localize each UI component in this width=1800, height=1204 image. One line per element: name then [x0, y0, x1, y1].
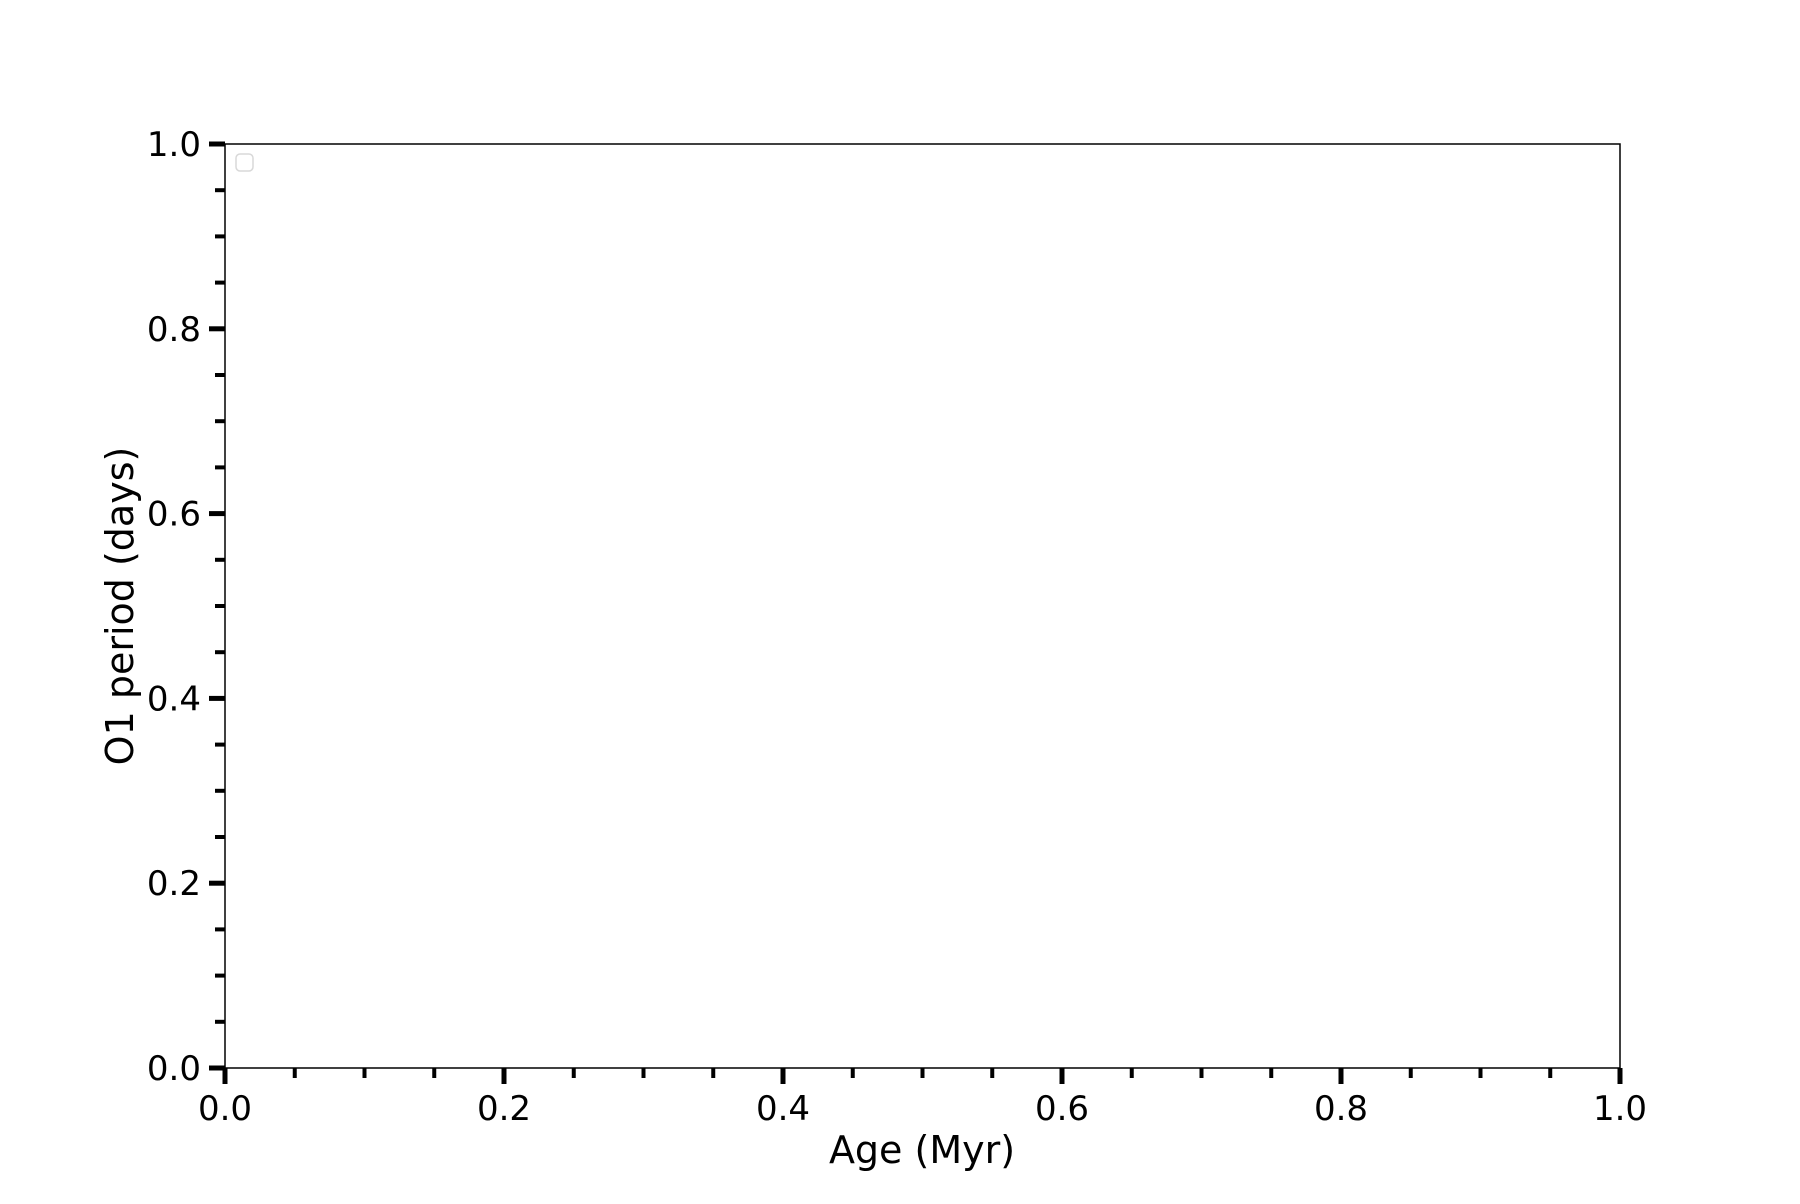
y-tick-label: 1.0 [147, 125, 201, 165]
x-tick-label: 0.2 [477, 1089, 531, 1129]
x-tick-label: 0.4 [756, 1089, 810, 1129]
legend-box [235, 153, 254, 172]
x-tick-label: 1.0 [1593, 1089, 1647, 1129]
y-tick-label: 0.6 [147, 495, 201, 535]
x-tick-label: 0.0 [198, 1089, 252, 1129]
y-tick-label: 0.0 [147, 1049, 201, 1089]
plot-area [224, 143, 1621, 1069]
x-tick-label: 0.6 [1035, 1089, 1089, 1129]
y-axis-label: O1 period (days) [98, 447, 142, 766]
ticks: 0.0 0.2 0.4 0.6 0.8 1.0 0.0 0.2 0.4 0.6 0.8 1.0 [147, 125, 1647, 1129]
y-tick-label: 0.8 [147, 310, 201, 350]
y-tick-label: 0.4 [147, 679, 201, 719]
x-axis-label: Age (Myr) [829, 1128, 1015, 1172]
y-tick-label: 0.2 [147, 864, 201, 904]
x-tick-label: 0.8 [1314, 1089, 1368, 1129]
